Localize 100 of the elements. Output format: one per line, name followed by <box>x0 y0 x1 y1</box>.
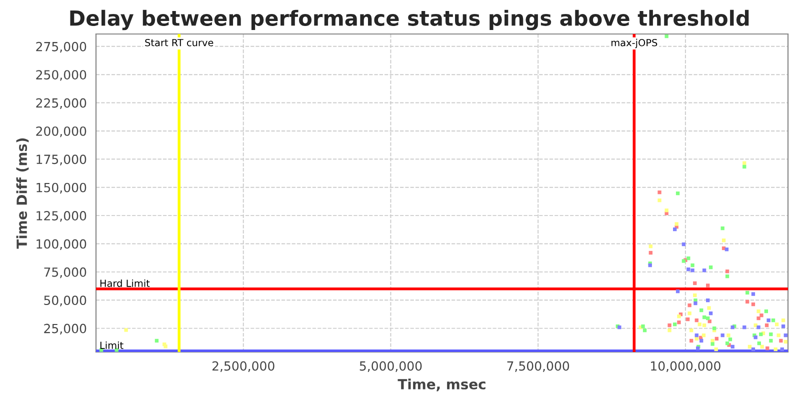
point <box>708 311 713 316</box>
point <box>745 290 750 295</box>
point <box>756 325 760 330</box>
point <box>676 289 680 294</box>
point <box>764 323 769 328</box>
point <box>664 34 668 38</box>
point <box>702 323 706 328</box>
point <box>760 344 764 349</box>
point <box>769 338 773 343</box>
point <box>707 306 711 310</box>
point <box>698 322 702 326</box>
point <box>641 324 645 328</box>
point <box>756 316 760 320</box>
point <box>677 320 681 324</box>
point <box>771 318 776 322</box>
point <box>686 317 690 322</box>
point <box>658 190 662 194</box>
point <box>764 309 768 314</box>
point <box>676 192 680 196</box>
point <box>706 316 710 320</box>
point <box>714 347 718 352</box>
y-tick-label: 150,000 <box>36 182 86 194</box>
point <box>674 222 678 226</box>
point <box>751 302 756 306</box>
ref-line-label: Hard Limit <box>100 279 150 287</box>
point <box>730 344 734 349</box>
point <box>686 268 690 272</box>
point <box>648 250 652 255</box>
ref-line-label: Start RT curve <box>145 38 214 46</box>
point <box>694 301 698 306</box>
point <box>742 164 746 169</box>
point <box>720 333 724 338</box>
chart-title: Delay between performance status pings above threshold <box>70 10 749 30</box>
point <box>708 265 713 270</box>
point <box>779 338 783 343</box>
point <box>759 332 763 336</box>
point <box>756 309 760 314</box>
y-axis-title: Time Diff (ms) <box>16 138 29 249</box>
point <box>722 238 726 242</box>
point <box>706 284 710 288</box>
point <box>686 256 690 260</box>
point <box>689 328 694 332</box>
point <box>745 300 750 304</box>
point <box>124 328 128 332</box>
point <box>724 248 729 252</box>
x-tick-label: 5,000,000 <box>360 361 422 372</box>
point <box>694 318 698 322</box>
point <box>742 161 746 165</box>
point <box>766 346 770 350</box>
x-axis-title: Time, msec <box>398 378 486 392</box>
x-tick-label: 10,000,000 <box>651 361 720 372</box>
y-tick-label: 75,000 <box>44 267 86 278</box>
point <box>689 338 694 343</box>
point <box>658 198 662 202</box>
point <box>769 332 773 336</box>
point <box>712 326 716 330</box>
point <box>748 344 752 349</box>
point <box>757 341 761 346</box>
point <box>742 325 746 330</box>
y-tick-label: 50,000 <box>44 296 86 306</box>
point <box>781 324 786 328</box>
point <box>751 292 756 296</box>
point <box>642 328 647 332</box>
point <box>760 314 764 318</box>
y-tick-label: 100,000 <box>36 239 86 250</box>
point <box>774 347 778 352</box>
point <box>766 318 770 322</box>
point <box>700 338 704 343</box>
x-tick-label: 2,500,000 <box>212 361 274 372</box>
point <box>682 242 686 246</box>
y-tick-label: 25,000 <box>44 324 86 335</box>
point <box>672 322 677 326</box>
point <box>702 268 706 272</box>
point <box>751 347 756 352</box>
point <box>781 318 786 322</box>
point <box>688 311 692 316</box>
point <box>700 308 704 312</box>
point <box>664 208 668 212</box>
point <box>694 336 698 341</box>
point <box>728 338 732 342</box>
point <box>688 303 692 308</box>
point <box>693 281 697 286</box>
y-tick-label: 200,000 <box>36 126 86 138</box>
y-tick-label: 250,000 <box>36 70 86 81</box>
y-tick-label: 125,000 <box>36 211 86 222</box>
point <box>726 333 730 338</box>
point <box>702 315 706 320</box>
ref-line-label: Limit <box>100 341 124 349</box>
point <box>702 333 706 338</box>
point <box>754 336 758 340</box>
point <box>154 338 159 343</box>
point <box>784 333 788 338</box>
point <box>690 268 694 272</box>
point <box>694 333 698 338</box>
ref-line-label: max-jOPS <box>612 38 658 48</box>
point <box>648 244 652 248</box>
y-tick-label: 225,000 <box>36 98 86 109</box>
point <box>706 298 710 302</box>
point <box>672 227 677 232</box>
y-tick-label: 175,000 <box>36 154 86 166</box>
